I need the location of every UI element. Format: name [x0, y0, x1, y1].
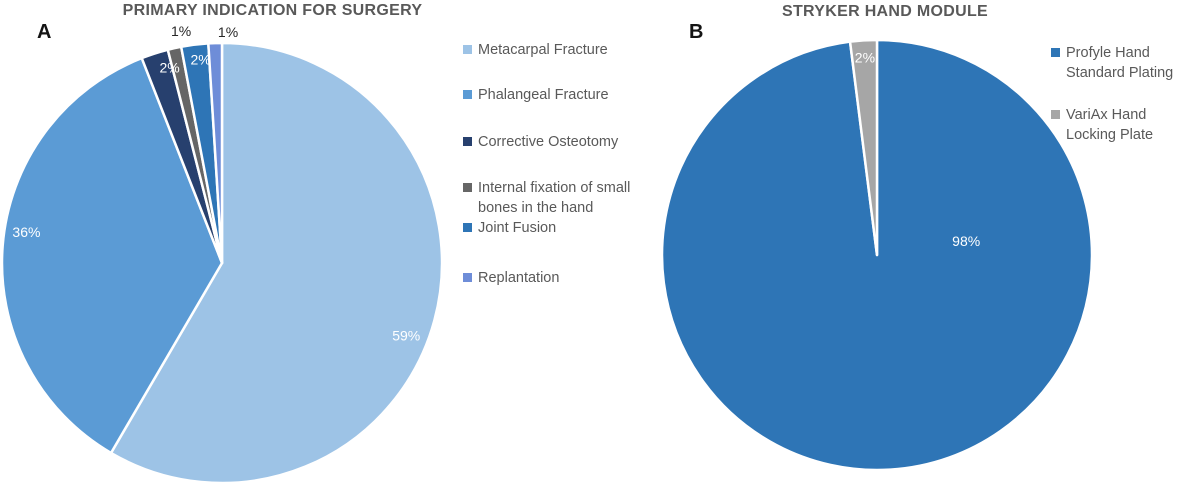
legend-item-variax-hand: VariAx Hand Locking Plate — [1051, 105, 1153, 145]
legend-item-label: Corrective Osteotomy — [478, 134, 619, 150]
legend-item-metacarpal-fracture: Metacarpal Fracture — [463, 40, 608, 60]
legend-item-label: Internal fixation of small bones in the … — [478, 180, 631, 216]
pie-slice — [848, 38, 879, 257]
legend-item-replantation: Replantation — [463, 268, 559, 288]
pie-data-label: 1% — [218, 24, 238, 40]
legend-marker-icon — [1051, 48, 1060, 57]
legend-item-label: Metacarpal Fracture — [478, 42, 608, 58]
pie-data-label: 2% — [159, 59, 179, 75]
legend-marker-icon — [463, 223, 472, 232]
pie-data-label: 36% — [12, 224, 40, 240]
pie-data-label: 98% — [952, 233, 980, 249]
chart-b-title: STRYKER HAND MODULE — [782, 3, 988, 20]
legend-marker-icon — [463, 137, 472, 146]
pie-data-label: 1% — [171, 23, 191, 39]
legend-marker-icon — [1051, 110, 1060, 119]
pie-chart-stryker-hand-module: 98% 2% — [660, 38, 1094, 472]
legend-item-label: Profyle Hand Standard Plating — [1066, 45, 1174, 81]
panel-a-label: A — [37, 21, 52, 43]
pie-slice — [0, 56, 224, 455]
legend-marker-icon — [463, 183, 472, 192]
legend-marker-icon — [463, 90, 472, 99]
legend-marker-icon — [463, 273, 472, 282]
pie-slice — [207, 41, 224, 265]
panel-b-label: B — [689, 21, 704, 43]
legend-marker-icon — [463, 45, 472, 54]
legend-item-corrective-osteotomy: Corrective Osteotomy — [463, 132, 618, 152]
pie-slice — [109, 41, 444, 484]
legend-item-label: Joint Fusion — [478, 220, 557, 236]
legend-item-label: VariAx Hand Locking Plate — [1066, 107, 1154, 143]
legend-item-profyle-hand: Profyle Hand Standard Plating — [1051, 43, 1173, 83]
chart-a-legend: Metacarpal Fracture Phalangeal Fracture … — [463, 40, 663, 340]
pie-chart-primary-indication: 59% 36% 2% 1% 2% 1% — [0, 23, 444, 484]
pie-data-label: 2% — [855, 50, 875, 66]
legend-item-internal-fixation: Internal fixation of small bones in the … — [463, 178, 630, 218]
legend-item-label: Replantation — [478, 270, 560, 286]
legend-item-phalangeal-fracture: Phalangeal Fracture — [463, 85, 609, 105]
pie-data-label: 2% — [190, 52, 210, 68]
chart-b-legend: Profyle Hand Standard Plating VariAx Han… — [1051, 43, 1193, 163]
legend-item-label: Phalangeal Fracture — [478, 87, 609, 103]
pie-data-label: 59% — [392, 328, 420, 344]
chart-a-title: PRIMARY INDICATION FOR SURGERY — [122, 2, 423, 19]
legend-item-joint-fusion: Joint Fusion — [463, 218, 556, 238]
